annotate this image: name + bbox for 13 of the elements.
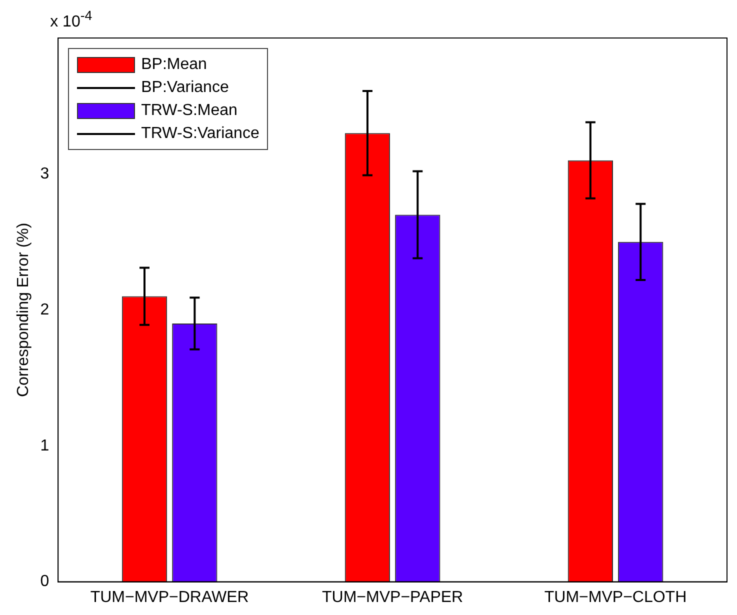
y-tick-label: 1	[40, 437, 50, 454]
text: x 10$^{-4}$	[50, 8, 92, 32]
legend-label: BP:Mean	[140, 54, 208, 74]
annotation: BP:Variance	[140, 78, 230, 98]
x-tick-label: TUM−MVP−DRAWER	[90, 588, 249, 606]
x-tick-label: TUM−MVP−CLOTH	[544, 588, 687, 606]
y-tick-label: 2	[40, 301, 50, 318]
legend-label: TRW-S:Mean	[140, 100, 238, 120]
y-tick-label: 3	[40, 165, 50, 182]
annotation: TRW-S:Variance	[140, 124, 260, 144]
x-tick-label: TUM−MVP−PAPER	[322, 588, 464, 606]
y-tick-label: 0	[40, 573, 50, 590]
y-axis-title: Corresponding Error (%)	[15, 222, 32, 398]
